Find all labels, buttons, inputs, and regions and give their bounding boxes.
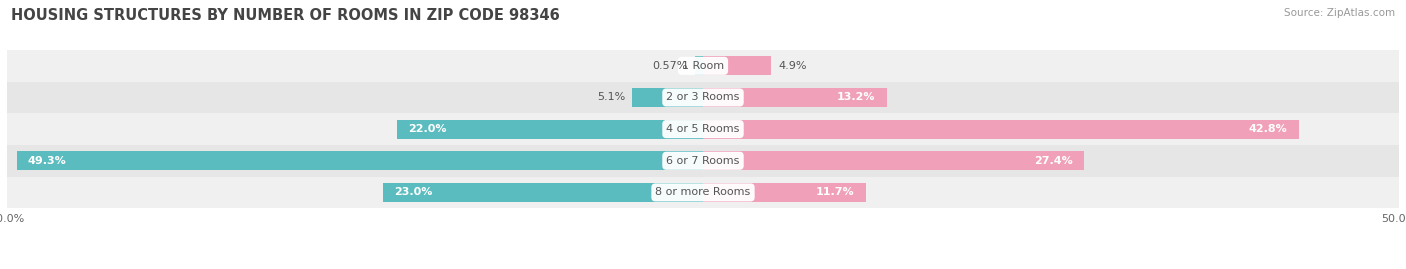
Bar bbox=[7, 82, 1399, 113]
Bar bbox=[703, 56, 772, 75]
Text: 0.57%: 0.57% bbox=[652, 61, 688, 71]
Text: 11.7%: 11.7% bbox=[815, 187, 855, 197]
Bar bbox=[633, 88, 703, 107]
Text: 6 or 7 Rooms: 6 or 7 Rooms bbox=[666, 156, 740, 166]
Text: 2 or 3 Rooms: 2 or 3 Rooms bbox=[666, 93, 740, 102]
Bar bbox=[7, 145, 1399, 176]
Text: HOUSING STRUCTURES BY NUMBER OF ROOMS IN ZIP CODE 98346: HOUSING STRUCTURES BY NUMBER OF ROOMS IN… bbox=[11, 8, 560, 23]
Bar bbox=[7, 50, 1399, 82]
Bar bbox=[382, 183, 703, 202]
Text: 23.0%: 23.0% bbox=[394, 187, 433, 197]
Bar bbox=[695, 56, 703, 75]
Bar bbox=[7, 113, 1399, 145]
Bar bbox=[703, 120, 1299, 139]
Text: 42.8%: 42.8% bbox=[1249, 124, 1288, 134]
Text: 4.9%: 4.9% bbox=[778, 61, 807, 71]
Text: 22.0%: 22.0% bbox=[408, 124, 447, 134]
Bar bbox=[396, 120, 703, 139]
Text: 27.4%: 27.4% bbox=[1035, 156, 1073, 166]
Bar bbox=[703, 151, 1084, 170]
Bar bbox=[703, 183, 866, 202]
Bar bbox=[7, 176, 1399, 208]
Bar bbox=[17, 151, 703, 170]
Text: 4 or 5 Rooms: 4 or 5 Rooms bbox=[666, 124, 740, 134]
Text: 49.3%: 49.3% bbox=[28, 156, 66, 166]
Text: 8 or more Rooms: 8 or more Rooms bbox=[655, 187, 751, 197]
Text: Source: ZipAtlas.com: Source: ZipAtlas.com bbox=[1284, 8, 1395, 18]
Text: 13.2%: 13.2% bbox=[837, 93, 876, 102]
Bar bbox=[703, 88, 887, 107]
Text: 5.1%: 5.1% bbox=[596, 93, 626, 102]
Text: 1 Room: 1 Room bbox=[682, 61, 724, 71]
